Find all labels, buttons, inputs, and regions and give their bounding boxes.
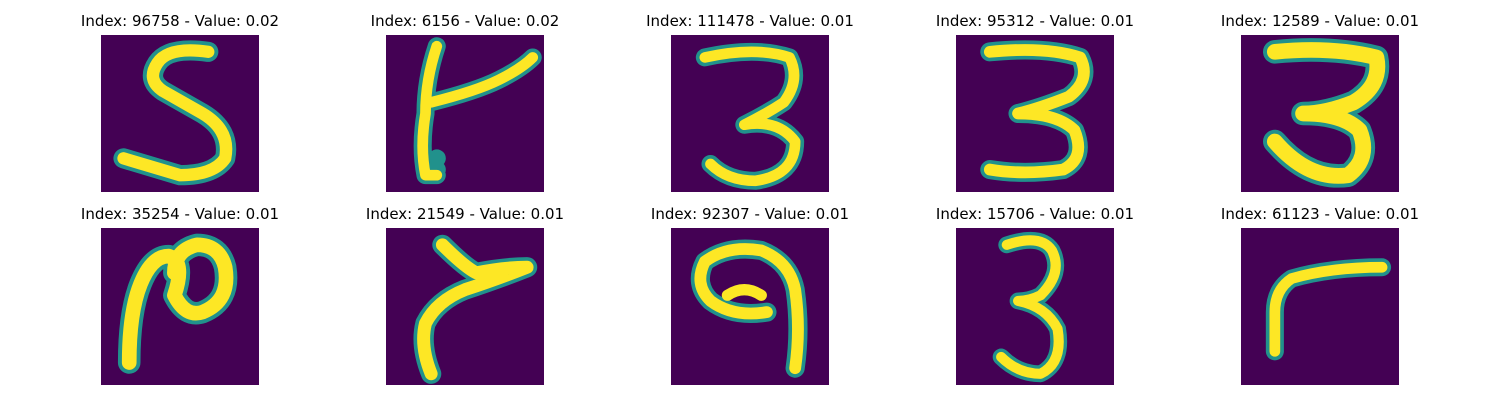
digit-image-five [101,35,259,192]
panel-title: Index: 35254 - Value: 0.01 [80,205,280,223]
digit-image-three [956,35,1114,192]
panel-title: Index: 111478 - Value: 0.01 [646,12,854,30]
panel-title: Index: 15706 - Value: 0.01 [935,205,1135,223]
digit-image-three [1241,35,1399,192]
digit-image-two [101,228,259,385]
digit-image-four [386,35,544,192]
panel-title: Index: 12589 - Value: 0.01 [1220,12,1420,30]
panel-title: Index: 21549 - Value: 0.01 [365,205,565,223]
panel-title: Index: 92307 - Value: 0.01 [650,205,850,223]
panel-title: Index: 96758 - Value: 0.02 [80,12,280,30]
digit-image-seven [386,228,544,385]
digit-image-three [956,228,1114,385]
panel-title: Index: 6156 - Value: 0.02 [370,12,560,30]
digit-image-seven [1241,228,1399,385]
panel-title: Index: 61123 - Value: 0.01 [1220,205,1420,223]
digit-image-nine [671,228,829,385]
digit-image-three [671,35,829,192]
panel-title: Index: 95312 - Value: 0.01 [935,12,1135,30]
